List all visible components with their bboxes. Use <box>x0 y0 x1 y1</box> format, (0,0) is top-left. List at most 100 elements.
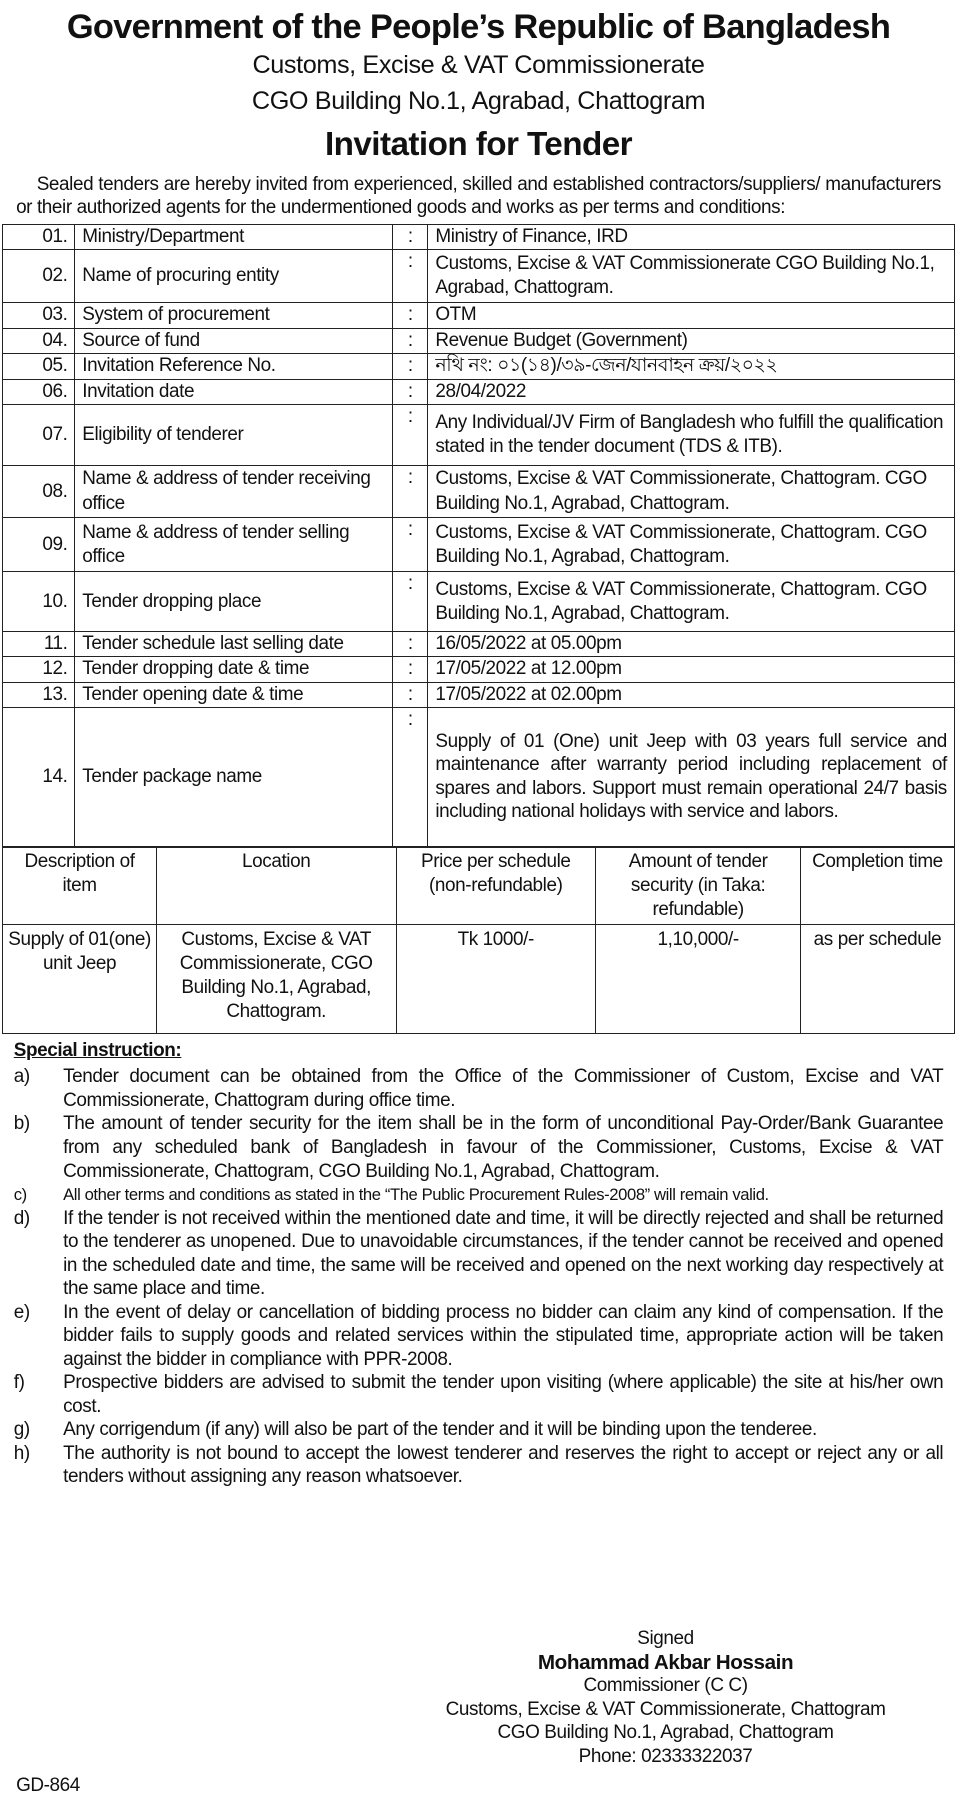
header-completion: Completion time <box>800 846 955 926</box>
row-value: Customs, Excise & VAT Commissionerate CG… <box>427 248 955 303</box>
header-description: Description of item <box>2 846 157 926</box>
row-label: Invitation Reference No. <box>74 353 394 380</box>
detail-row: 07. Eligibility of tenderer: Any Individua… <box>2 403 955 466</box>
row-label: Tender dropping date & time <box>74 656 394 683</box>
instruction-item: b) The amount of tender security for the … <box>13 1112 944 1183</box>
row-colon: : <box>392 706 429 847</box>
detail-row: 08. Name & address of tender receiving of… <box>2 464 955 519</box>
row-colon: : <box>392 378 429 405</box>
items-table: Description of item Location Price per s… <box>2 846 955 1035</box>
detail-row: 14. Tender package name: Supply of 01 (One… <box>2 706 955 847</box>
instruction-item: e) In the event of delay or cancellation … <box>14 1301 944 1372</box>
row-number: 03. <box>2 301 76 330</box>
detail-row: 10. Tender dropping place: Customs, Excise… <box>2 571 955 633</box>
row-value: Supply of 01 (One) unit Jeep with 03 yea… <box>427 706 955 847</box>
row-colon: : <box>392 301 429 330</box>
row-label: Name & address of tender receiving offic… <box>74 464 394 519</box>
header-price: Price per schedule (non-refundable) <box>395 846 597 926</box>
row-value: Customs, Excise & VAT Commissionerate, C… <box>427 517 955 573</box>
instruction-marker: a) <box>13 1066 30 1088</box>
tender-details-table: 01. Ministry/Department: Ministry of Finan… <box>2 223 955 847</box>
detail-row: 13. Tender opening date & time:17/05/2022… <box>2 681 955 708</box>
detail-row: 09. Name & address of tender selling offi… <box>2 517 955 573</box>
item-description: Supply of 01(one) unit Jeep <box>2 924 157 1035</box>
instruction-marker: g) <box>13 1419 30 1441</box>
row-label: Name of procuring entity <box>74 248 394 303</box>
signatory-title: Commissioner (C C) <box>583 1675 748 1697</box>
instruction-text: In the event of delay or cancellation of… <box>63 1301 944 1370</box>
signatory-name: Mohammad Akbar Hossain <box>537 1650 794 1674</box>
row-value: OTM <box>427 301 955 330</box>
row-number: 12. <box>2 656 76 683</box>
instruction-item: c) All other terms and conditions as stat… <box>14 1183 943 1207</box>
row-colon: : <box>392 223 429 250</box>
item-location: Customs, Excise & VAT Commissionerate, C… <box>155 924 397 1035</box>
row-value: 17/05/2022 at 12.00pm <box>427 656 955 683</box>
commissionerate-name: Customs, Excise & VAT Commissionerate <box>252 51 705 80</box>
row-number: 06. <box>2 378 76 405</box>
signatory-address: CGO Building No.1, Agrabad, Chattogram <box>497 1722 834 1744</box>
instruction-text: If the tender is not received within the… <box>63 1207 944 1300</box>
government-title: Government of the People’s Republic of B… <box>66 7 891 46</box>
instruction-item: g) Any corrigendum (if any) will also be … <box>14 1418 943 1442</box>
detail-row: 01. Ministry/Department: Ministry of Finan… <box>2 223 955 250</box>
row-value: নথি নং: ০১(১৪)/৩৯-জেন/যানবাহন ক্রয়/২০২২ <box>427 353 955 380</box>
row-label: Tender package name <box>74 706 394 847</box>
instruction-marker: f) <box>13 1372 25 1394</box>
row-number: 01. <box>2 223 76 250</box>
special-instructions-title: Special instruction: <box>13 1040 182 1061</box>
row-value: Customs, Excise & VAT Commissionerate, C… <box>427 464 955 519</box>
detail-row: 05. Invitation Reference No.: নথি নং: ০১(১… <box>2 353 955 380</box>
detail-row: 02. Name of procuring entity: Customs, Exc… <box>2 248 955 303</box>
row-number: 09. <box>2 517 76 573</box>
row-value: Any Individual/JV Firm of Bangladesh who… <box>427 403 955 466</box>
row-value: 17/05/2022 at 02.00pm <box>427 681 955 708</box>
row-number: 13. <box>2 681 76 708</box>
row-colon: : <box>392 328 429 355</box>
item-security: 1,10,000/- <box>595 924 802 1035</box>
row-colon: : <box>392 571 429 633</box>
detail-row: 11. Tender schedule last selling date:16/… <box>2 631 955 658</box>
instruction-text: Any corrigendum (if any) will also be pa… <box>63 1419 817 1441</box>
row-number: 14. <box>2 706 76 847</box>
row-label: Ministry/Department <box>74 223 394 250</box>
row-value: Revenue Budget (Government) <box>427 328 955 355</box>
header-security: Amount of tender security (in Taka: refu… <box>595 846 802 926</box>
row-colon: : <box>392 656 429 683</box>
instruction-item: f) Prospective bidders are advised to sub… <box>13 1371 944 1418</box>
commissionerate-address: CGO Building No.1, Agrabad, Chattogram <box>251 86 706 115</box>
signatory-office: Customs, Excise & VAT Commissionerate, C… <box>445 1698 886 1720</box>
row-colon: : <box>392 403 429 466</box>
row-value: 28/04/2022 <box>427 378 955 405</box>
row-label: Invitation date <box>74 378 394 405</box>
gd-code: GD-864 <box>16 1775 80 1797</box>
instruction-marker: c) <box>13 1185 27 1205</box>
row-value: 16/05/2022 at 05.00pm <box>427 631 955 658</box>
signature-block: Signed Mohammad Akbar Hossain Commission… <box>379 1627 953 1768</box>
document-title: Invitation for Tender <box>324 125 633 163</box>
item-completion: as per schedule <box>800 924 955 1035</box>
instruction-marker: d) <box>13 1207 30 1229</box>
row-value: Customs, Excise & VAT Commissionerate, C… <box>427 571 955 633</box>
row-label: Tender opening date & time <box>74 681 394 708</box>
row-value: Ministry of Finance, IRD <box>427 223 955 250</box>
row-colon: : <box>392 248 429 303</box>
instruction-text: All other terms and conditions as stated… <box>63 1185 769 1205</box>
items-row: Supply of 01(one) unit Jeep Customs, Exc… <box>2 924 955 1035</box>
row-number: 11. <box>2 631 76 658</box>
special-instructions: Special instruction: a) Tender document c… <box>0 1034 957 1489</box>
row-label: Tender schedule last selling date <box>74 631 394 658</box>
row-label: Tender dropping place <box>74 571 394 633</box>
instruction-item: a) Tender document can be obtained from t… <box>13 1065 944 1112</box>
detail-row: 12. Tender dropping date & time:17/05/202… <box>2 656 955 683</box>
detail-row: 06. Invitation date:28/04/2022 <box>2 378 955 405</box>
row-number: 04. <box>2 328 76 355</box>
instruction-marker: b) <box>13 1113 30 1135</box>
item-price: Tk 1000/- <box>395 924 597 1035</box>
row-label: Eligibility of tenderer <box>74 403 394 466</box>
row-label: System of procurement <box>74 301 394 330</box>
header-location: Location <box>155 846 397 926</box>
row-colon: : <box>392 464 429 519</box>
instruction-item: h) The authority is not bound to accept t… <box>14 1442 944 1489</box>
